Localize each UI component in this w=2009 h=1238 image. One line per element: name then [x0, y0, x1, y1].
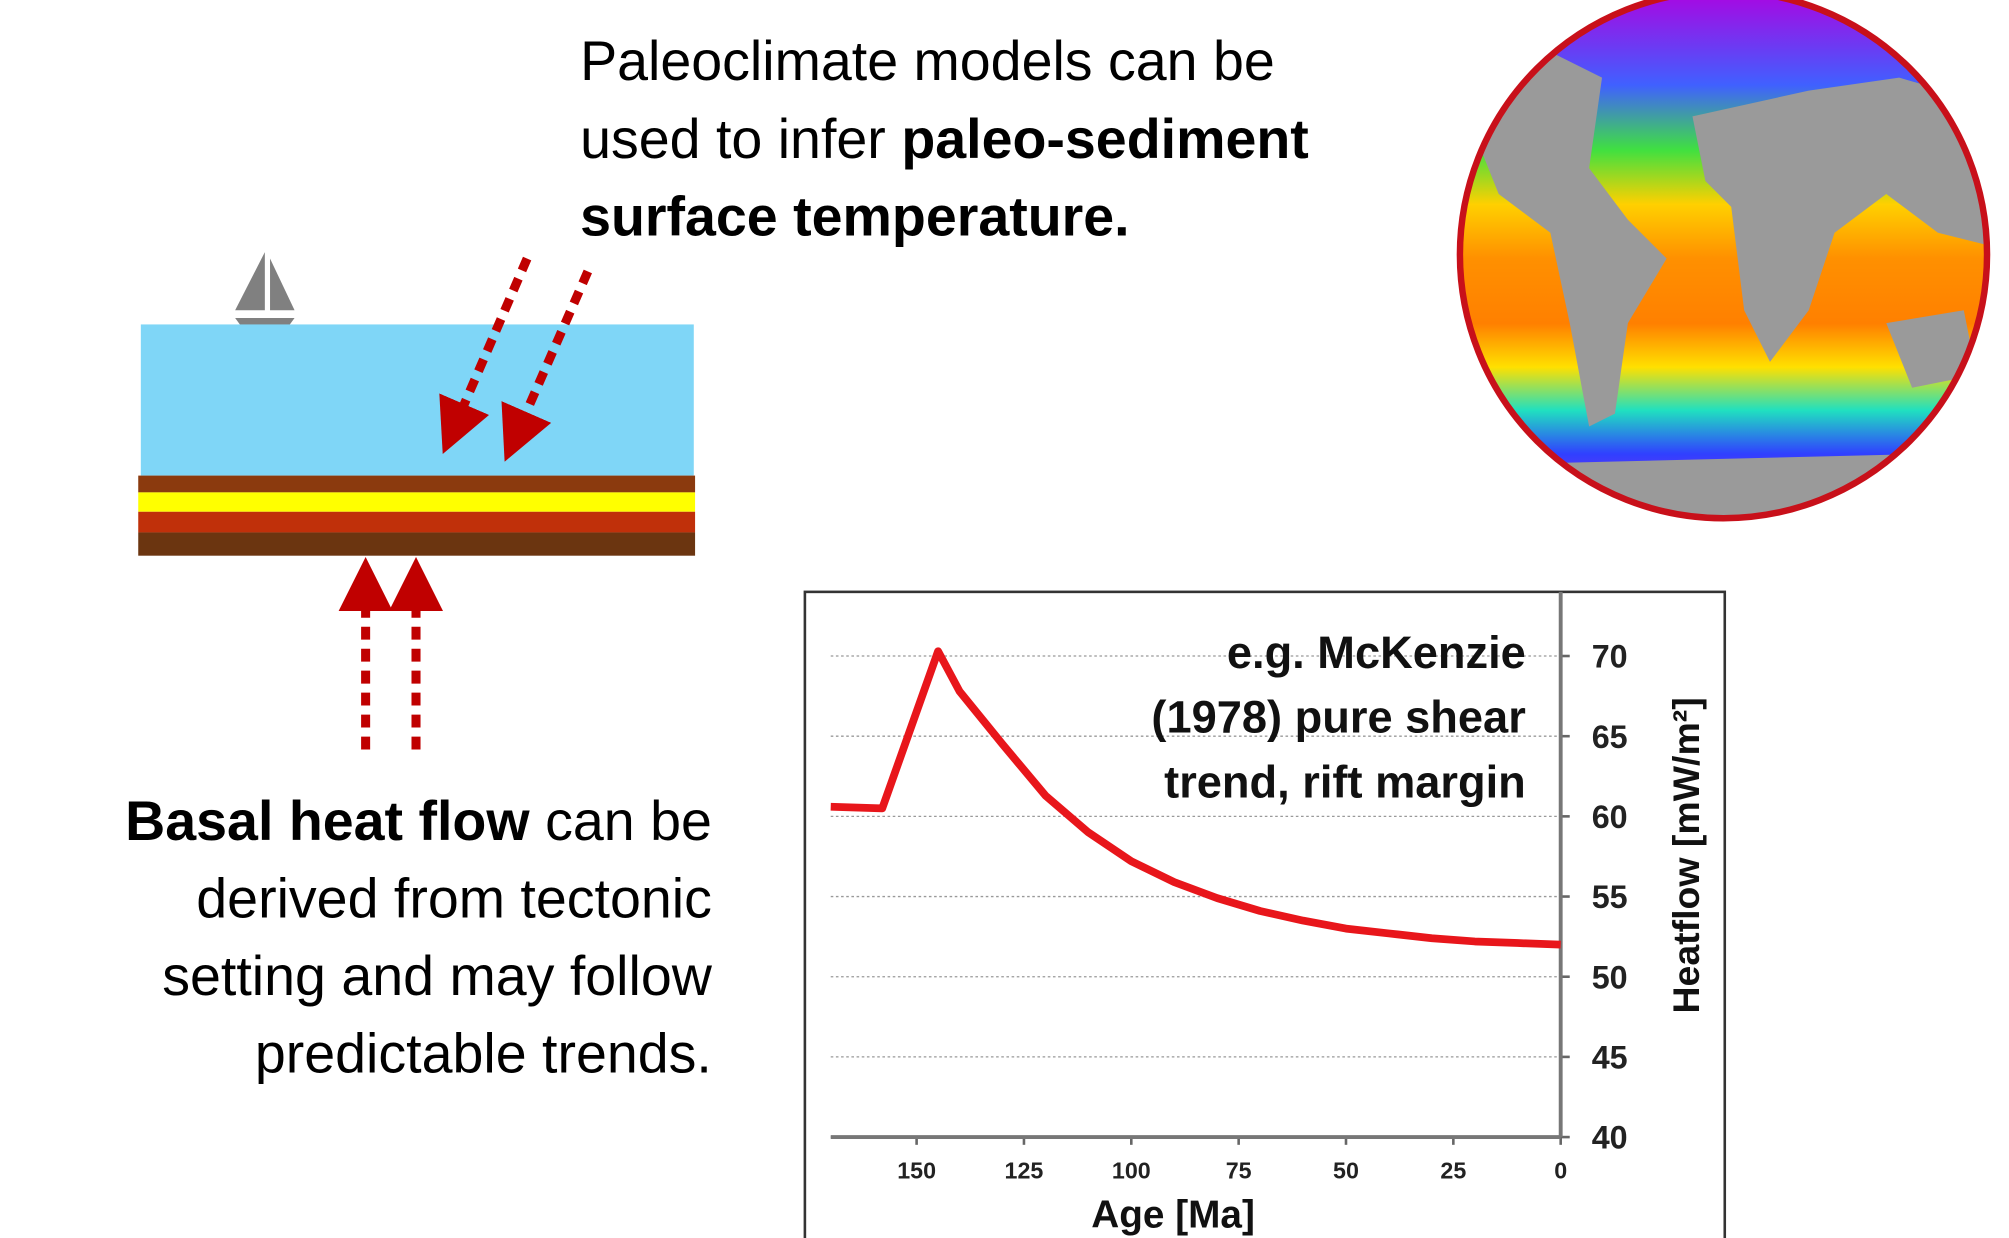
- text-span: predictable trends.: [255, 1022, 712, 1084]
- text-span: setting and may follow: [162, 945, 712, 1007]
- layer: [138, 532, 696, 556]
- text-span: derived from tectonic: [196, 867, 712, 929]
- annotation: e.g. McKenzie: [1227, 627, 1526, 678]
- x-tick-label: 25: [1440, 1157, 1466, 1183]
- paragraph-line: predictable trends.: [255, 1022, 712, 1084]
- x-tick-label: 125: [1005, 1157, 1044, 1183]
- boat: [235, 252, 295, 333]
- x-tick-label: 75: [1226, 1157, 1252, 1183]
- text-span: used to infer: [580, 108, 886, 170]
- arrows: [338, 256, 592, 750]
- text-span: can be: [545, 790, 712, 852]
- text-span: Paleoclimate models can be: [580, 30, 1275, 92]
- paragraph-line: Paleoclimate models can be: [580, 30, 1275, 92]
- y-tick-label: 60: [1592, 799, 1628, 835]
- y-tick-label: 40: [1592, 1120, 1628, 1156]
- layer: [138, 475, 696, 493]
- annotation: trend, rift margin: [1164, 756, 1526, 807]
- paragraph-line: derived from tectonic: [196, 867, 712, 929]
- x-tick-label: 100: [1112, 1157, 1151, 1183]
- y-tick-label: 45: [1592, 1040, 1628, 1076]
- water: [140, 324, 694, 476]
- globe-map: [1459, 0, 1988, 519]
- y-tick-label: 55: [1592, 879, 1628, 915]
- y-tick-label: 50: [1592, 959, 1628, 995]
- y-tick-label: 65: [1592, 719, 1628, 755]
- x-axis-label: Age [Ma]: [1091, 1194, 1255, 1237]
- x-tick-label: 50: [1333, 1157, 1359, 1183]
- paragraph-line: setting and may follow: [162, 945, 712, 1007]
- globe-border: [1456, 0, 1991, 522]
- text-span: paleo-sediment: [901, 108, 1308, 170]
- paragraph-line: surface temperature.: [580, 185, 1130, 247]
- paragraph-line: Basal heat flow can be: [125, 790, 712, 852]
- text-span: Basal heat flow: [125, 790, 530, 852]
- paragraph-line: used to infer paleo-sediment: [580, 108, 1309, 170]
- text-span: surface temperature.: [580, 185, 1130, 247]
- y-axis-label: Heatflow [mW/m²]: [1665, 697, 1707, 1013]
- y-tick-label: 70: [1592, 639, 1628, 675]
- data-line: [830, 647, 1561, 949]
- x-tick-label: 150: [897, 1157, 936, 1183]
- layer: [138, 492, 696, 512]
- x-tick-label: 0: [1554, 1157, 1567, 1183]
- layer: [138, 511, 696, 533]
- annotation: (1978) pure shear: [1151, 692, 1525, 743]
